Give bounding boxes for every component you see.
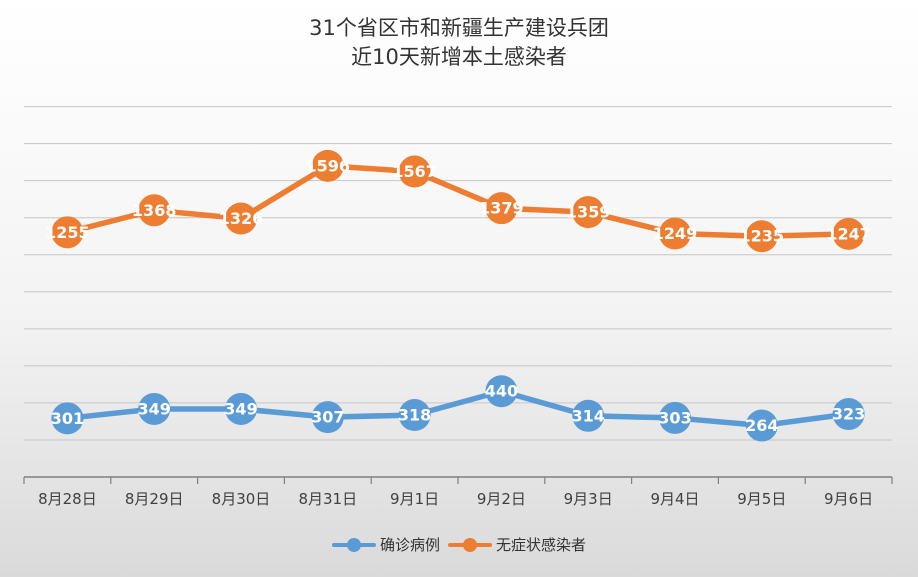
series-lines (64, 163, 852, 429)
x-tick-label: 8月31日 (298, 490, 357, 508)
x-tick-label: 9月1日 (390, 490, 439, 508)
legend-label-confirmed: 确诊病例 (379, 536, 440, 554)
data-point[interactable] (485, 192, 518, 225)
data-point[interactable] (138, 392, 171, 425)
data-label: 1249 (653, 224, 698, 243)
x-tick-label: 9月3日 (564, 490, 613, 508)
data-point[interactable] (572, 196, 605, 229)
legend-item-asymptomatic[interactable]: 无症状感染者 (448, 534, 586, 555)
x-tick-label: 9月2日 (477, 490, 526, 508)
x-tick-label: 9月5日 (737, 490, 786, 508)
legend-swatch-confirmed-icon (331, 537, 376, 552)
data-point[interactable] (572, 399, 605, 432)
data-label: 1368 (132, 201, 177, 220)
legend-item-confirmed[interactable]: 确诊病例 (331, 534, 440, 555)
data-point[interactable] (311, 149, 344, 182)
legend-swatch-asymptomatic-icon (448, 537, 492, 552)
chart-title-line-2: 近10天新增本土感染者 (351, 45, 567, 69)
data-point[interactable] (51, 402, 84, 435)
data-markers: 301 349 349 307 318 440 314 303 264 323 1255 1368 13… (45, 149, 871, 442)
x-tick-label: 9月6日 (824, 490, 873, 508)
data-label: 1255 (45, 223, 90, 242)
data-point[interactable] (398, 399, 431, 432)
data-point[interactable] (745, 409, 778, 442)
data-point[interactable] (138, 194, 171, 227)
data-label: 1596 (306, 156, 351, 175)
series-line-1 (64, 163, 852, 239)
data-label: 1247 (826, 224, 871, 243)
data-point[interactable] (311, 401, 344, 434)
data-point[interactable] (398, 155, 431, 188)
data-point[interactable] (659, 401, 691, 434)
data-label: 301 (51, 409, 84, 428)
data-label: 314 (571, 406, 604, 425)
data-label: 264 (745, 416, 778, 435)
legend-label-asymptomatic: 无症状感染者 (496, 536, 587, 554)
data-label: 307 (311, 408, 344, 427)
chart-title: 31个省区市和新疆生产建设兵团 近10天新增本土感染者 (0, 14, 918, 72)
data-label: 349 (137, 399, 170, 418)
data-label: 1326 (219, 209, 264, 228)
data-label: 318 (398, 406, 431, 425)
gridlines (24, 106, 892, 441)
data-label: 1235 (740, 227, 785, 246)
data-point[interactable] (225, 202, 257, 235)
data-point[interactable] (485, 375, 518, 408)
x-tick-label: 8月30日 (212, 490, 271, 508)
data-point[interactable] (745, 220, 778, 253)
data-point[interactable] (225, 392, 257, 425)
chart-title-line-1: 31个省区市和新疆生产建设兵团 (309, 16, 609, 40)
data-label: 349 (224, 399, 257, 418)
x-tick-label: 8月29日 (125, 490, 184, 508)
data-point[interactable] (832, 217, 865, 250)
data-point[interactable] (659, 217, 691, 250)
legend: 确诊病例 无症状感染者 (0, 534, 918, 555)
data-point[interactable] (51, 216, 84, 249)
data-label: 1359 (566, 203, 611, 222)
data-label: 440 (485, 382, 518, 401)
x-axis: 8月28日 8月29日 8月30日 8月31日 9月1日 9月2日 9月3日 9月4日 9月5日… (23, 476, 893, 508)
data-label: 1567 (392, 162, 437, 181)
data-label: 303 (658, 408, 691, 427)
data-label: 323 (832, 405, 865, 424)
x-tick-label: 8月28日 (38, 490, 97, 508)
data-label: 1379 (479, 199, 524, 218)
series-line-0 (64, 388, 852, 429)
data-point[interactable] (832, 398, 865, 431)
x-tick-label: 9月4日 (650, 490, 699, 508)
